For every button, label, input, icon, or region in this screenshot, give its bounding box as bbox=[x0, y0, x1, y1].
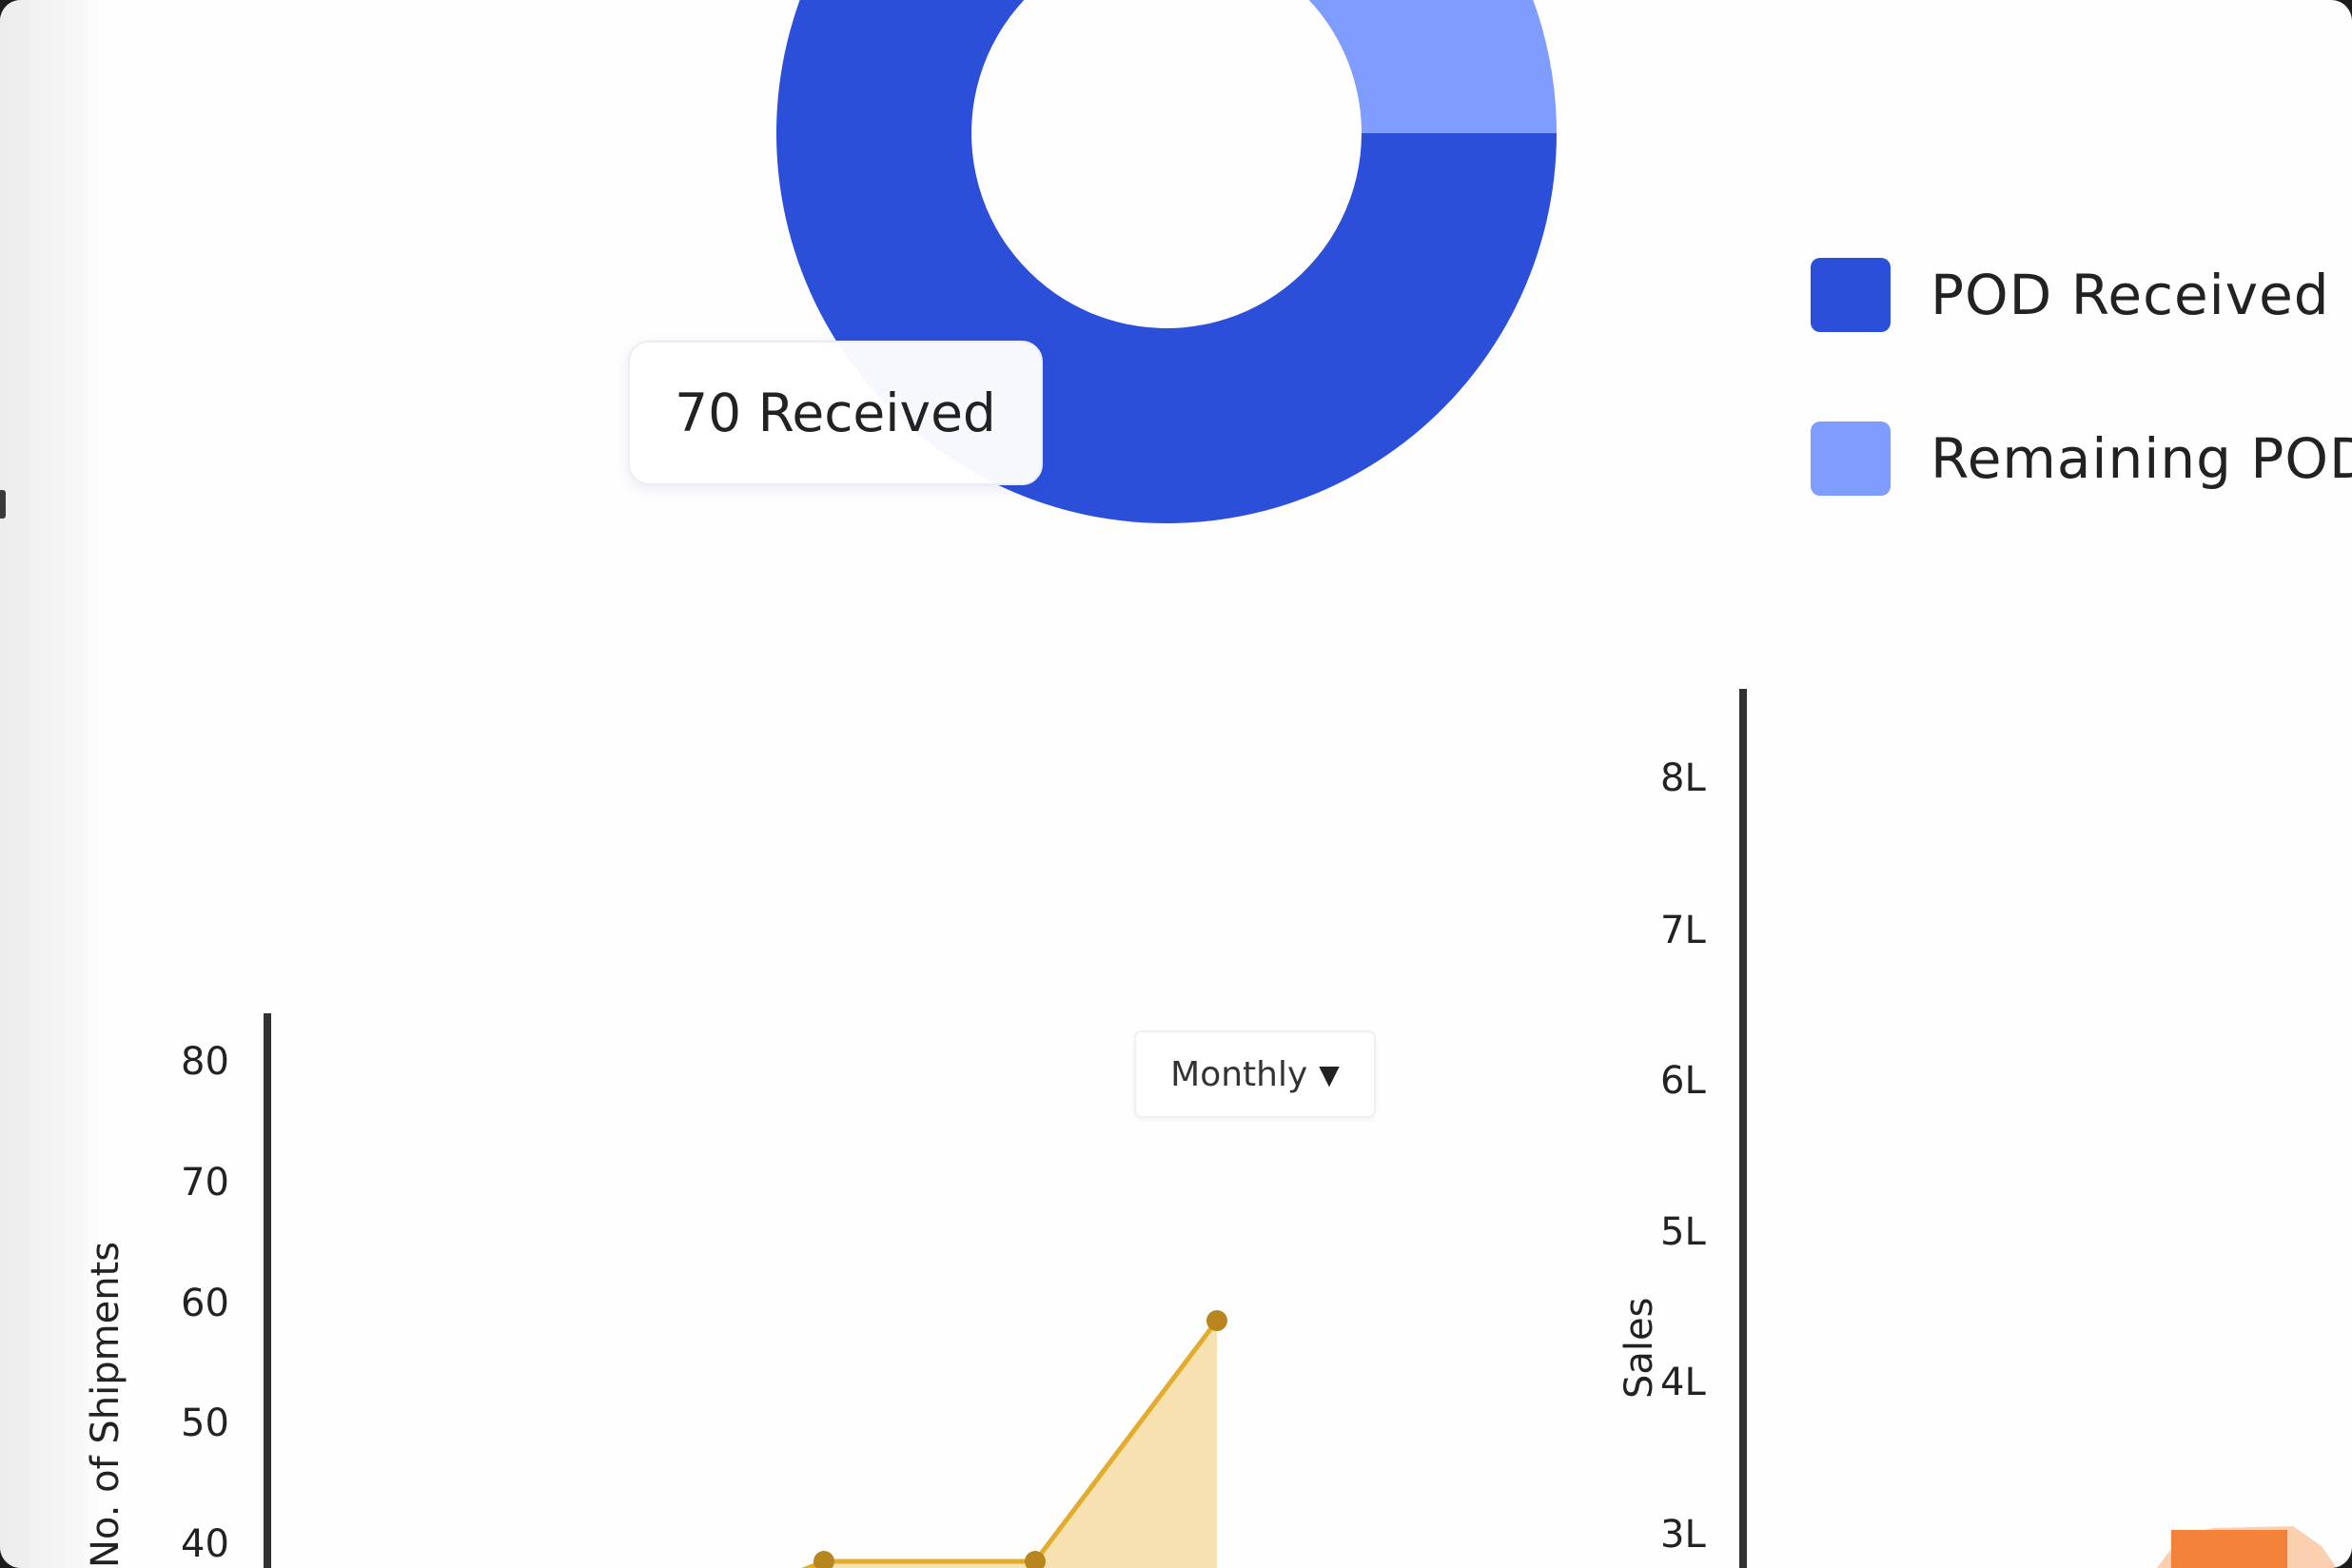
shipments-data-point[interactable] bbox=[1025, 1551, 1046, 1568]
legend-swatch-pod-received bbox=[1811, 258, 1891, 332]
caret-down-icon: ▼ bbox=[1319, 1058, 1340, 1090]
pod-legend: POD Received Remaining POD bbox=[1811, 257, 2352, 584]
sales-axis-title: Sales bbox=[1617, 1297, 1661, 1399]
legend-swatch-remaining-pod bbox=[1811, 421, 1891, 496]
y-tick: 40 bbox=[181, 1522, 229, 1566]
pod-tooltip: 70 Received bbox=[628, 341, 1043, 485]
sidebar-scroll-indicator[interactable] bbox=[0, 490, 6, 519]
period-dropdown-label: Monthly bbox=[1170, 1054, 1308, 1094]
y-tick: 5L bbox=[1660, 1210, 1706, 1254]
period-dropdown[interactable]: Monthly ▼ bbox=[1134, 1030, 1376, 1118]
shipments-line bbox=[801, 1319, 1219, 1568]
y-tick: 7L bbox=[1660, 909, 1706, 952]
y-tick: 4L bbox=[1660, 1361, 1706, 1404]
shipments-data-point[interactable] bbox=[813, 1551, 834, 1568]
shipments-area-fill bbox=[808, 1321, 1217, 1568]
y-tick: 80 bbox=[181, 1040, 229, 1084]
legend-label: POD Received bbox=[1931, 263, 2330, 327]
legend-item-remaining-pod[interactable]: Remaining POD bbox=[1811, 421, 2352, 497]
sales-chart bbox=[1739, 689, 2337, 1568]
y-tick: 8L bbox=[1660, 756, 1706, 800]
donut-slice-remaining-pod[interactable] bbox=[1304, 0, 1557, 133]
sidebar-edge bbox=[0, 0, 100, 1568]
sales-bar[interactable] bbox=[2171, 1530, 2287, 1568]
y-tick: 60 bbox=[181, 1282, 229, 1325]
y-tick: 50 bbox=[181, 1401, 229, 1445]
shipments-chart bbox=[264, 1013, 1227, 1568]
y-tick: 6L bbox=[1660, 1059, 1706, 1103]
pod-tooltip-text: 70 Received bbox=[675, 382, 996, 443]
y-tick: 70 bbox=[181, 1161, 229, 1205]
legend-item-pod-received[interactable]: POD Received bbox=[1811, 257, 2352, 333]
legend-label: Remaining POD bbox=[1931, 426, 2352, 491]
shipments-axis-title: No. of Shipments bbox=[84, 1241, 127, 1568]
shipments-data-point[interactable] bbox=[1206, 1310, 1227, 1332]
y-tick: 3L bbox=[1660, 1513, 1706, 1557]
